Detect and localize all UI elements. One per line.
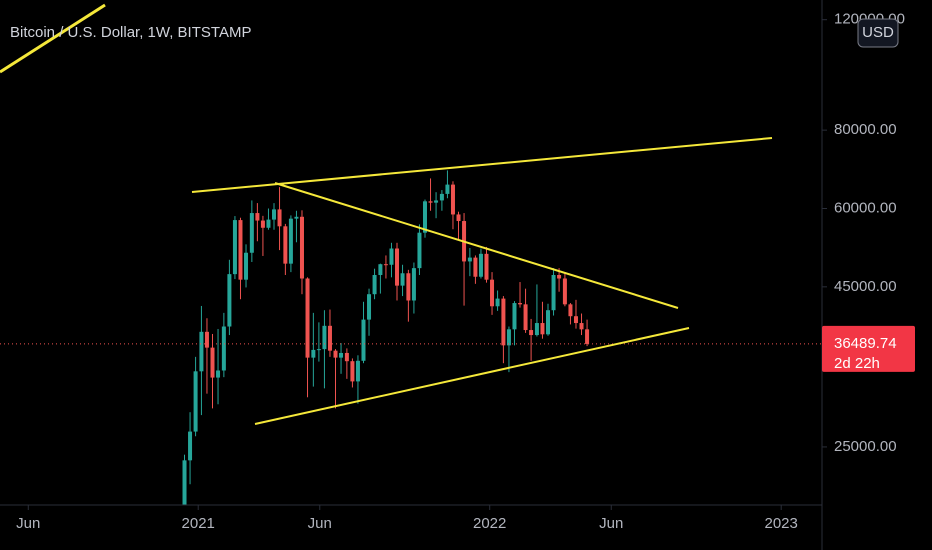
candle-body [422,201,427,233]
candle-body [378,264,383,275]
trend-line [191,137,773,193]
plot-area [0,170,822,505]
candle-body [568,304,573,317]
x-tick-label: 2023 [765,515,798,532]
candle-body [210,347,215,378]
last-price-label: 36489.74 [834,335,897,352]
trend-line [274,182,679,309]
x-tick-label: Jun [16,515,40,532]
candle-body [227,274,232,327]
candle-body [367,294,372,320]
candle-body [406,273,411,301]
candle-body [260,220,265,228]
countdown-label: 2d 22h [834,355,880,372]
x-tick-label: 2022 [473,515,506,532]
candle-body [562,278,567,305]
candle-body [204,331,209,348]
candle-body [395,248,400,286]
axes: 120000.0080000.0060000.0045000.0025000.0… [16,11,915,532]
trend-line [254,327,690,425]
candle-body [199,331,204,372]
candle-body [518,303,523,305]
candle-body [506,329,511,346]
candle-body [434,200,439,203]
candle-body [551,274,556,311]
candle-body [383,264,388,266]
y-tick-label: 25000.00 [834,438,897,455]
candle-body [439,193,444,201]
candle-body [188,431,193,461]
candle-body [288,218,293,264]
candle-body [411,268,416,301]
candle-body [579,323,584,330]
candle-body [540,323,545,335]
candle-body [277,209,282,227]
chart-title: Bitcoin / U.S. Dollar, 1W, BITSTAMP [10,24,251,41]
candle-body [244,252,249,280]
candle-body [585,329,590,344]
candle-body [523,304,528,331]
candle-body [456,214,461,222]
y-tick-label: 60000.00 [834,199,897,216]
candle-body [294,216,299,219]
x-tick-label: 2021 [182,515,215,532]
candle-body [445,184,450,194]
candle-body [272,209,276,220]
candle-body [339,352,344,358]
candle-body [350,361,355,382]
trend-line [0,3,106,74]
currency-label[interactable]: USD [862,24,894,41]
candle-body [266,219,271,228]
candle-body [333,350,338,358]
currency-button[interactable] [857,18,899,48]
candle-body [529,330,534,336]
candle-body [221,326,226,371]
candle-body [361,319,366,361]
candle-body [327,325,332,351]
candle-body [534,323,539,336]
candle-body [305,278,310,358]
candle-body [495,298,500,307]
candle-body [355,360,360,382]
candle-body [322,325,327,350]
candle-body [428,201,433,203]
x-tick-label: Jun [599,515,623,532]
candle-body [316,349,321,351]
candle-body [182,460,187,505]
candle-body [372,274,377,295]
candle-body [546,310,550,335]
candle-body [473,257,478,277]
candle-body [283,226,288,264]
candle-body [450,184,455,215]
candle-body [490,279,495,307]
candle-body [299,216,304,279]
candle-body [467,257,472,262]
trend-lines [0,3,773,425]
y-tick-label: 45000.00 [834,278,897,295]
candle-body [484,253,489,280]
candle-body [501,298,506,346]
candle-body [573,316,578,324]
y-tick-label: 80000.00 [834,121,897,138]
candle-body [417,232,422,269]
candle-body [193,371,198,432]
candle-body [238,220,243,280]
candle-body [232,220,237,275]
last-price-badge [822,325,915,372]
candle-body [389,248,394,265]
x-tick-label: Jun [308,515,332,532]
candle-body [249,213,254,253]
candle-body [478,253,483,277]
candle-body [344,352,349,362]
candle-body [255,213,260,221]
candle-body [512,303,517,330]
candle-body [557,274,562,279]
candle-body [216,370,221,378]
candle-body [311,349,316,358]
candle-body [400,273,405,286]
